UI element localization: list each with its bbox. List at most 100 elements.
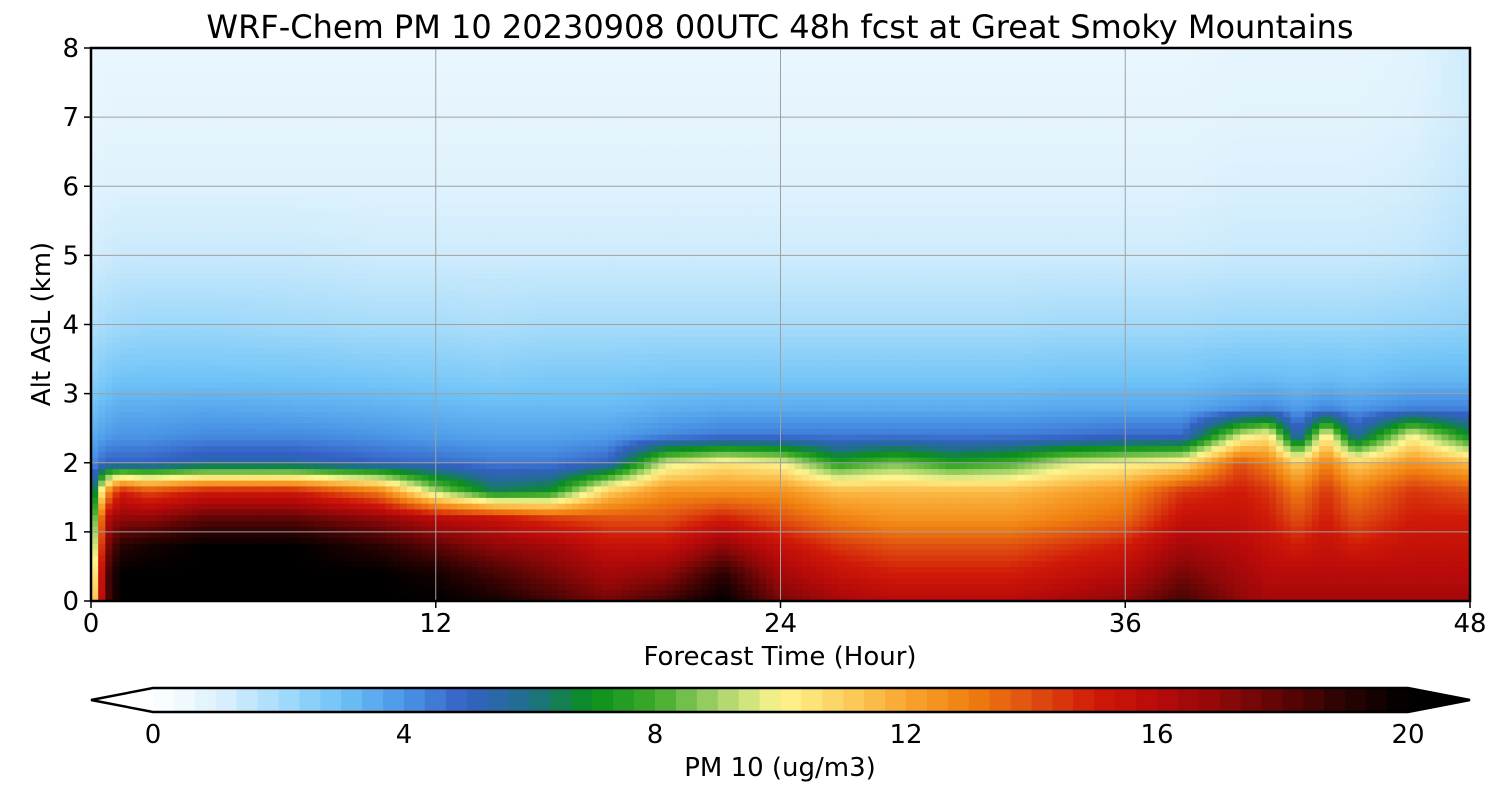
heatmap-cell	[184, 220, 193, 228]
heatmap-cell	[356, 174, 365, 182]
heatmap-cell	[284, 543, 293, 550]
heatmap-cell	[177, 186, 185, 193]
heatmap-cell	[292, 168, 300, 176]
heatmap-cell	[392, 243, 401, 251]
heatmap-cell	[313, 451, 322, 458]
heatmap-cell	[277, 405, 286, 412]
heatmap-cell	[205, 151, 214, 159]
heatmap-cell	[134, 330, 142, 337]
heatmap-cell	[284, 209, 293, 216]
heatmap-cell	[249, 180, 257, 187]
heatmap-cell	[184, 94, 193, 101]
heatmap-cell	[241, 209, 250, 216]
heatmap-cell	[148, 76, 157, 84]
heatmap-cell	[112, 128, 121, 136]
heatmap-cell	[270, 439, 279, 447]
heatmap-cell	[306, 307, 315, 314]
heatmap-cell	[98, 99, 106, 107]
heatmap-cell	[184, 572, 193, 579]
heatmap-cell	[91, 520, 99, 527]
heatmap-cell	[205, 278, 214, 285]
heatmap-cell	[342, 428, 351, 435]
heatmap-cell	[213, 480, 221, 487]
heatmap-cell	[313, 595, 322, 602]
heatmap-cell	[399, 462, 408, 470]
heatmap-cell	[134, 105, 142, 112]
heatmap-cell	[191, 307, 200, 314]
heatmap-cell	[105, 99, 114, 107]
heatmap-cell	[457, 531, 466, 539]
heatmap-cell	[213, 485, 221, 493]
heatmap-cell	[378, 370, 387, 377]
heatmap-cell	[141, 249, 150, 256]
heatmap-cell	[428, 48, 437, 55]
heatmap-cell	[328, 48, 336, 55]
heatmap-cell	[112, 526, 121, 533]
heatmap-cell	[256, 572, 264, 579]
heatmap-cell	[428, 197, 437, 205]
heatmap-cell	[313, 387, 322, 395]
heatmap-cell	[277, 508, 286, 516]
heatmap-cell	[256, 560, 264, 568]
heatmap-cell	[191, 554, 200, 562]
heatmap-cell	[435, 168, 444, 176]
heatmap-cell	[256, 508, 264, 516]
heatmap-cell	[191, 295, 200, 303]
heatmap-cell	[313, 82, 322, 89]
heatmap-cell	[177, 301, 185, 308]
heatmap-cell	[220, 122, 229, 130]
heatmap-cell	[234, 451, 243, 458]
heatmap-cell	[126, 508, 135, 516]
heatmap-cell	[177, 376, 185, 383]
heatmap-cell	[184, 393, 193, 400]
heatmap-cell	[363, 445, 372, 452]
heatmap-cell	[184, 595, 193, 602]
heatmap-cell	[421, 572, 430, 579]
heatmap-cell	[392, 53, 401, 61]
heatmap-cell	[270, 197, 279, 205]
heatmap-cell	[134, 462, 142, 470]
heatmap-cell	[220, 433, 229, 441]
heatmap-cell	[284, 197, 293, 205]
heatmap-cell	[220, 255, 229, 262]
heatmap-cell	[249, 163, 257, 170]
heatmap-cell	[134, 232, 142, 239]
heatmap-cell	[112, 549, 121, 556]
heatmap-cell	[105, 359, 114, 366]
heatmap-cell	[299, 416, 308, 424]
heatmap-cell	[371, 503, 379, 510]
heatmap-cell	[184, 111, 193, 118]
heatmap-cell	[170, 76, 178, 84]
heatmap-cell	[335, 572, 343, 579]
heatmap-cell	[363, 347, 372, 354]
heatmap-cell	[335, 266, 343, 274]
heatmap-cell	[392, 261, 401, 268]
heatmap-cell	[112, 359, 121, 366]
heatmap-cell	[320, 289, 329, 297]
heatmap-cell	[320, 364, 329, 372]
heatmap-cell	[270, 48, 279, 55]
heatmap-cell	[421, 566, 430, 573]
heatmap-cell	[299, 428, 308, 435]
heatmap-cell	[249, 140, 257, 147]
heatmap-cell	[392, 572, 401, 579]
heatmap-cell	[227, 122, 236, 130]
heatmap-cell	[198, 485, 207, 493]
heatmap-cell	[428, 336, 437, 343]
heatmap-cell	[270, 209, 279, 216]
heatmap-cell	[256, 410, 264, 418]
heatmap-cell	[342, 99, 351, 107]
heatmap-cell	[220, 336, 229, 343]
heatmap-cell	[392, 209, 401, 216]
heatmap-cell	[205, 364, 214, 372]
heatmap-cell	[170, 318, 178, 326]
heatmap-cell	[119, 111, 128, 118]
heatmap-cell	[457, 359, 466, 366]
heatmap-cell	[435, 122, 444, 130]
heatmap-cell	[198, 382, 207, 389]
heatmap-cell	[184, 376, 193, 383]
heatmap-cell	[306, 266, 315, 274]
heatmap-cell	[356, 462, 365, 470]
heatmap-cell	[292, 347, 300, 354]
heatmap-cell	[292, 215, 300, 222]
